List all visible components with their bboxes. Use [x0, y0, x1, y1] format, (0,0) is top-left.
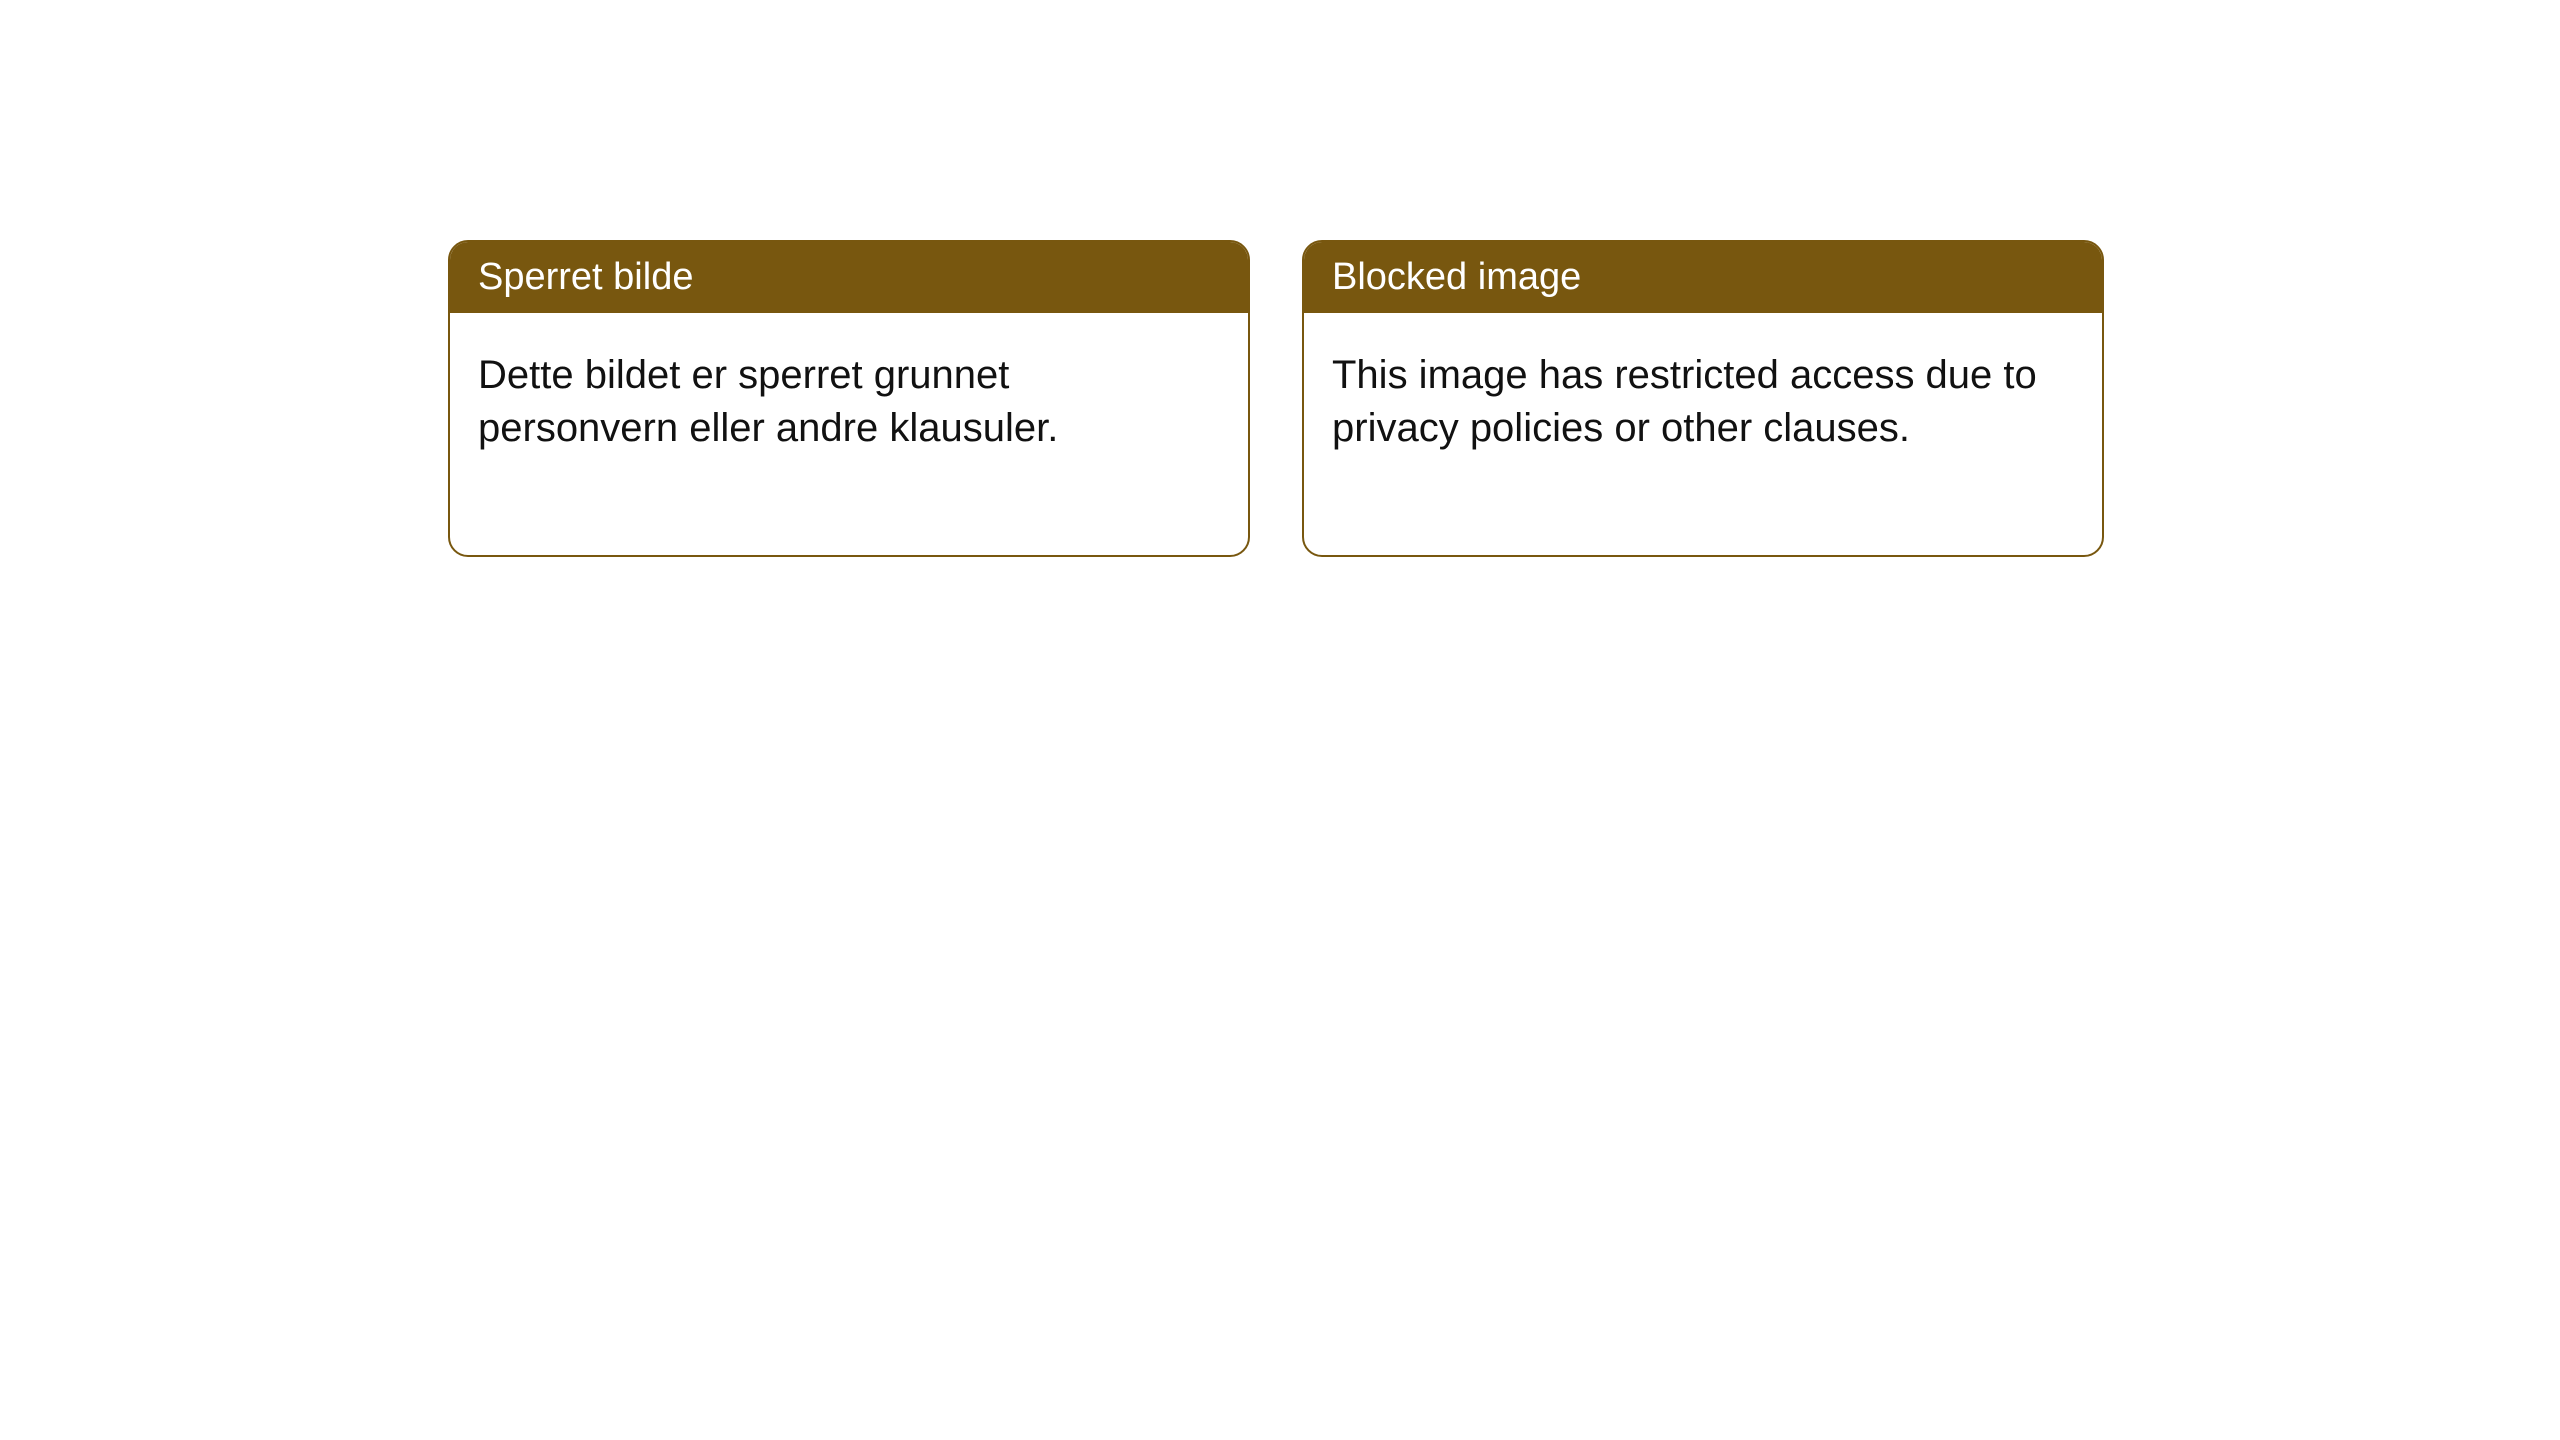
notice-card-title: Blocked image: [1304, 242, 2102, 313]
cards-container: Sperret bilde Dette bildet er sperret gr…: [0, 0, 2560, 557]
notice-card-body: Dette bildet er sperret grunnet personve…: [450, 313, 1248, 555]
notice-card-body: This image has restricted access due to …: [1304, 313, 2102, 555]
notice-card-norwegian: Sperret bilde Dette bildet er sperret gr…: [448, 240, 1250, 557]
notice-card-title: Sperret bilde: [450, 242, 1248, 313]
notice-card-english: Blocked image This image has restricted …: [1302, 240, 2104, 557]
